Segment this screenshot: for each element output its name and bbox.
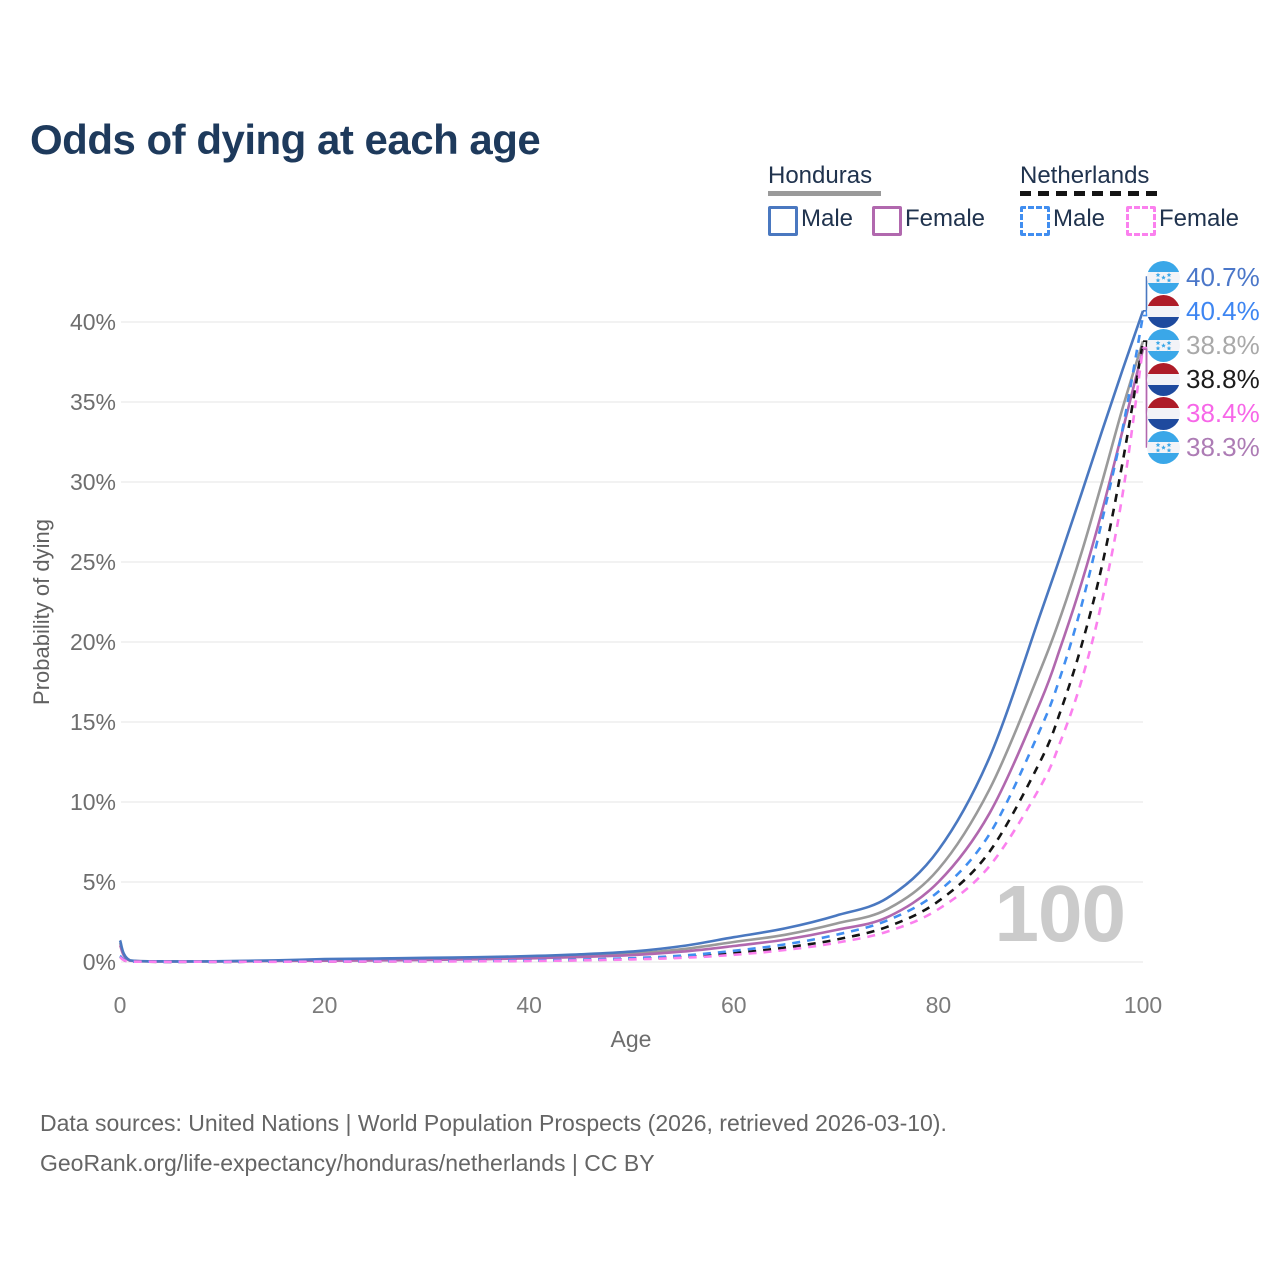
end-value: 38.8% bbox=[1186, 329, 1260, 360]
y-tick-40%: 40% bbox=[69, 309, 116, 335]
end-value: 38.3% bbox=[1186, 431, 1260, 462]
x-tick-80: 80 bbox=[925, 992, 952, 1018]
end-label-netherlands-male: 40.4% bbox=[1147, 294, 1260, 328]
y-tick-10%: 10% bbox=[69, 789, 116, 815]
legend-netherlands-line-sample bbox=[1020, 191, 1164, 196]
y-tick-35%: 35% bbox=[69, 389, 116, 415]
line-netherlands-male bbox=[119, 315, 1145, 964]
x-tick-40: 40 bbox=[516, 992, 542, 1018]
y-axis-title: Probability of dying bbox=[29, 519, 54, 705]
honduras-flag-icon bbox=[1147, 328, 1180, 362]
line-netherlands-female bbox=[119, 347, 1145, 964]
legend-group-honduras: Honduras bbox=[768, 162, 873, 189]
line-honduras-both-sexes bbox=[118, 340, 1145, 963]
y-tick-25%: 25% bbox=[69, 549, 116, 575]
legend-label-netherlands-female[interactable]: Female bbox=[1159, 205, 1240, 232]
legend-honduras-line-sample bbox=[768, 191, 881, 196]
x-axis-title: Age bbox=[610, 1026, 652, 1052]
netherlands-flag-icon bbox=[1147, 294, 1180, 328]
end-value: 40.4% bbox=[1186, 295, 1260, 326]
legend-checkbox-netherlands-female[interactable] bbox=[1126, 206, 1156, 236]
x-tick-0: 0 bbox=[113, 992, 127, 1018]
end-label-netherlands-both-sexes: 38.8% bbox=[1147, 362, 1260, 396]
page-title: Odds of dying at each age bbox=[30, 116, 541, 164]
attribution-link: GeoRank.org/life-expectancy/honduras/net… bbox=[40, 1150, 655, 1176]
netherlands-flag-icon bbox=[1147, 396, 1180, 430]
honduras-flag-icon bbox=[1147, 430, 1180, 464]
legend-checkbox-honduras-female[interactable] bbox=[872, 206, 902, 236]
honduras-flag-icon bbox=[1147, 260, 1180, 294]
line-netherlands-both-sexes bbox=[119, 340, 1145, 964]
x-tick-100: 100 bbox=[1123, 992, 1163, 1018]
end-value: 40.7% bbox=[1186, 261, 1260, 292]
end-value: 38.8% bbox=[1186, 363, 1260, 394]
legend-checkbox-honduras-male[interactable] bbox=[768, 206, 798, 236]
y-tick-20%: 20% bbox=[69, 629, 116, 655]
y-tick-0%: 0% bbox=[82, 949, 116, 975]
y-tick-30%: 30% bbox=[69, 469, 116, 495]
end-label-honduras-male: 40.7% bbox=[1147, 260, 1260, 294]
end-label-netherlands-female: 38.4% bbox=[1147, 396, 1260, 430]
y-tick-5%: 5% bbox=[82, 869, 116, 895]
y-tick-15%: 15% bbox=[69, 709, 116, 735]
x-tick-60: 60 bbox=[721, 992, 747, 1018]
end-label-honduras-both-sexes: 38.8% bbox=[1147, 328, 1260, 362]
x-tick-20: 20 bbox=[311, 992, 338, 1018]
data-sources-note: Data sources: United Nations | World Pop… bbox=[40, 1110, 947, 1136]
legend-group-netherlands: Netherlands bbox=[1020, 162, 1150, 189]
line-honduras-female bbox=[118, 348, 1145, 963]
line-honduras-male bbox=[118, 310, 1145, 963]
netherlands-flag-icon bbox=[1147, 362, 1180, 396]
age-watermark: 100 bbox=[994, 869, 1126, 958]
end-value: 38.4% bbox=[1186, 397, 1260, 428]
legend-label-honduras-female[interactable]: Female bbox=[905, 205, 986, 232]
legend-label-honduras-male[interactable]: Male bbox=[801, 205, 854, 232]
legend-checkbox-netherlands-male[interactable] bbox=[1020, 206, 1050, 236]
end-label-honduras-female: 38.3% bbox=[1147, 430, 1260, 464]
legend-label-netherlands-male[interactable]: Male bbox=[1053, 205, 1106, 232]
